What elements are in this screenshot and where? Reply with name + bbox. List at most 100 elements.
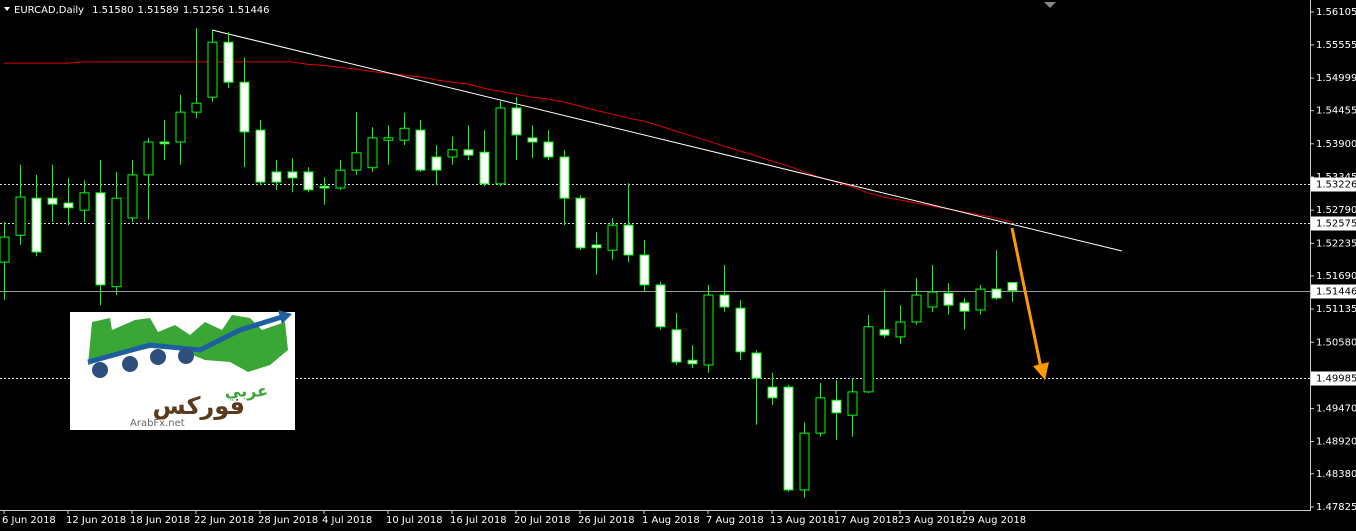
y-tick-label: 1.48920 bbox=[1316, 436, 1356, 447]
candle-body bbox=[287, 171, 298, 179]
header-close: 1.51446 bbox=[228, 5, 269, 16]
candle-body bbox=[639, 254, 650, 286]
candle-body bbox=[431, 156, 442, 171]
candle-body bbox=[143, 141, 154, 176]
candle-body bbox=[991, 288, 1002, 299]
candle-body bbox=[831, 399, 842, 414]
logo-url: ArabFx.net bbox=[130, 418, 185, 429]
logo-coin bbox=[122, 356, 138, 372]
candle-body bbox=[511, 107, 522, 136]
candle-body bbox=[63, 202, 74, 209]
level-label: 1.52575 bbox=[1316, 219, 1356, 230]
candle-body bbox=[79, 192, 90, 211]
candle-body bbox=[1007, 281, 1018, 292]
y-tick-label: 1.47825 bbox=[1316, 502, 1356, 513]
candle-body bbox=[479, 151, 490, 185]
logo-coin bbox=[92, 362, 108, 378]
logo-arrow bbox=[87, 313, 286, 365]
y-tick-label: 1.54999 bbox=[1316, 73, 1356, 84]
candle-body bbox=[575, 197, 586, 249]
y-tick-label: 1.48380 bbox=[1316, 469, 1356, 480]
header-open: 1.51580 bbox=[92, 5, 133, 16]
candle-body bbox=[655, 284, 666, 328]
x-tick-label: 22 Jun 2018 bbox=[194, 515, 254, 526]
candle-body bbox=[207, 41, 218, 98]
logo-coin bbox=[150, 349, 166, 365]
candle-body bbox=[15, 196, 26, 236]
candle-body bbox=[31, 197, 42, 253]
candle-body bbox=[703, 294, 714, 366]
candle-body bbox=[559, 156, 570, 199]
candle-body bbox=[607, 224, 618, 251]
candle-body bbox=[223, 41, 234, 83]
candle-body bbox=[927, 291, 938, 308]
candle-body bbox=[95, 192, 106, 286]
candle-body bbox=[191, 102, 202, 113]
y-tick-label: 1.49470 bbox=[1316, 404, 1356, 415]
x-tick-label: 17 Aug 2018 bbox=[834, 515, 898, 526]
forecast-arrow bbox=[1010, 227, 1043, 369]
candle-body bbox=[303, 171, 314, 191]
candle-body bbox=[111, 197, 122, 288]
candle-body bbox=[863, 326, 874, 393]
candle-body bbox=[463, 149, 474, 156]
candle-body bbox=[847, 391, 858, 416]
level-label: 1.53226 bbox=[1316, 180, 1356, 191]
y-tick-label: 1.53345 bbox=[1316, 172, 1356, 183]
candle-body bbox=[623, 224, 634, 256]
x-tick-label: 26 Jul 2018 bbox=[578, 515, 635, 526]
candle-body bbox=[799, 432, 810, 491]
candle-body bbox=[543, 141, 554, 158]
candle-body bbox=[767, 386, 778, 399]
x-tick-label: 16 Jul 2018 bbox=[450, 515, 507, 526]
x-tick-label: 12 Jun 2018 bbox=[66, 515, 126, 526]
candle-body bbox=[527, 137, 538, 143]
menu-triangle bbox=[4, 7, 10, 11]
x-tick-label: 6 Jun 2018 bbox=[2, 515, 56, 526]
logo-arabic-top: عربي bbox=[225, 382, 268, 402]
x-tick-label: 4 Jul 2018 bbox=[322, 515, 372, 526]
chart-title: EURCAD,Daily bbox=[14, 5, 84, 16]
candle-body bbox=[783, 386, 794, 491]
x-tick-label: 28 Jun 2018 bbox=[258, 515, 318, 526]
logo-arrow-head bbox=[278, 310, 292, 324]
candle-body bbox=[447, 149, 458, 158]
candle-body bbox=[911, 294, 922, 323]
candle-body bbox=[383, 137, 394, 141]
y-tick-label: 1.54455 bbox=[1316, 106, 1356, 117]
candle-body bbox=[495, 107, 506, 185]
forecast-arrow-head bbox=[1033, 362, 1049, 380]
candle-body bbox=[367, 137, 378, 169]
candle-body bbox=[687, 359, 698, 365]
candle-body bbox=[879, 329, 890, 336]
logo-coin bbox=[178, 348, 194, 364]
y-tick-label: 1.52790 bbox=[1316, 205, 1356, 216]
y-tick-label: 1.56105 bbox=[1316, 7, 1356, 18]
candle-body bbox=[671, 329, 682, 363]
candle-body bbox=[159, 141, 170, 145]
candle-body bbox=[895, 321, 906, 338]
candle-body bbox=[415, 129, 426, 171]
candle-body bbox=[47, 197, 58, 205]
x-tick-label: 7 Aug 2018 bbox=[706, 515, 764, 526]
x-tick-label: 29 Aug 2018 bbox=[962, 515, 1026, 526]
header-low: 1.51256 bbox=[183, 5, 224, 16]
candle-body bbox=[751, 352, 762, 379]
candle-body bbox=[335, 169, 346, 189]
x-tick-label: 18 Jun 2018 bbox=[130, 515, 190, 526]
level-label: 1.49985 bbox=[1316, 374, 1356, 385]
x-tick-label: 20 Jul 2018 bbox=[514, 515, 571, 526]
level-label-box bbox=[1311, 371, 1356, 386]
x-tick-label: 1 Aug 2018 bbox=[642, 515, 700, 526]
y-tick-label: 1.51135 bbox=[1316, 304, 1356, 315]
bid-label: 1.51446 bbox=[1316, 287, 1356, 298]
logo: عربي فوركس ArabFx.net bbox=[70, 310, 295, 430]
x-tick-label: 23 Aug 2018 bbox=[898, 515, 962, 526]
candle-body bbox=[719, 294, 730, 308]
candle-body bbox=[943, 292, 954, 306]
header-high: 1.51589 bbox=[137, 5, 178, 16]
level-label-box bbox=[1311, 177, 1356, 192]
